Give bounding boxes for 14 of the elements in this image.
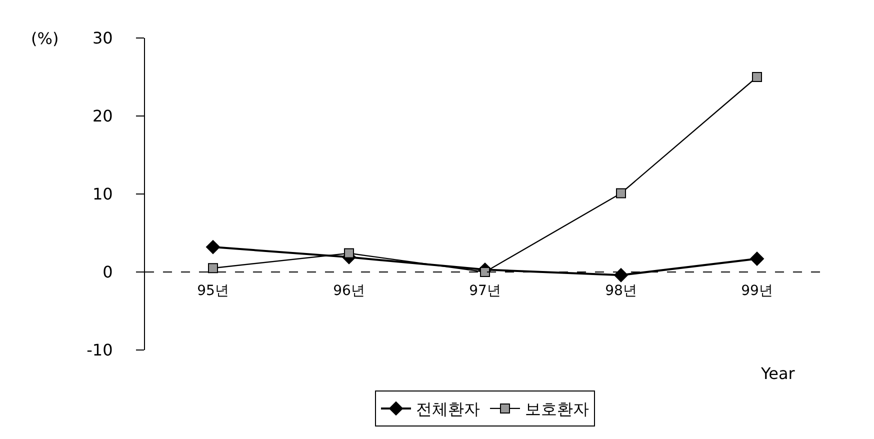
x-tick-label: 96년 xyxy=(333,283,365,299)
x-axis-title: Year xyxy=(760,364,796,383)
y-tick-label: 10 xyxy=(92,184,113,204)
y-tick-label: 30 xyxy=(92,28,113,48)
y-tick-label: 20 xyxy=(92,106,113,126)
y-axis-title: (%) xyxy=(31,29,59,48)
y-tick-label: -10 xyxy=(86,340,113,360)
legend-label: 보호환자 xyxy=(525,400,589,419)
legend-label: 전체환자 xyxy=(416,400,480,419)
x-tick-label: 95년 xyxy=(197,283,229,299)
x-tick-label: 99년 xyxy=(741,283,773,299)
y-tick-label: 0 xyxy=(102,262,113,282)
x-tick-label: 97년 xyxy=(469,283,501,299)
x-tick-label: 98년 xyxy=(605,283,637,299)
